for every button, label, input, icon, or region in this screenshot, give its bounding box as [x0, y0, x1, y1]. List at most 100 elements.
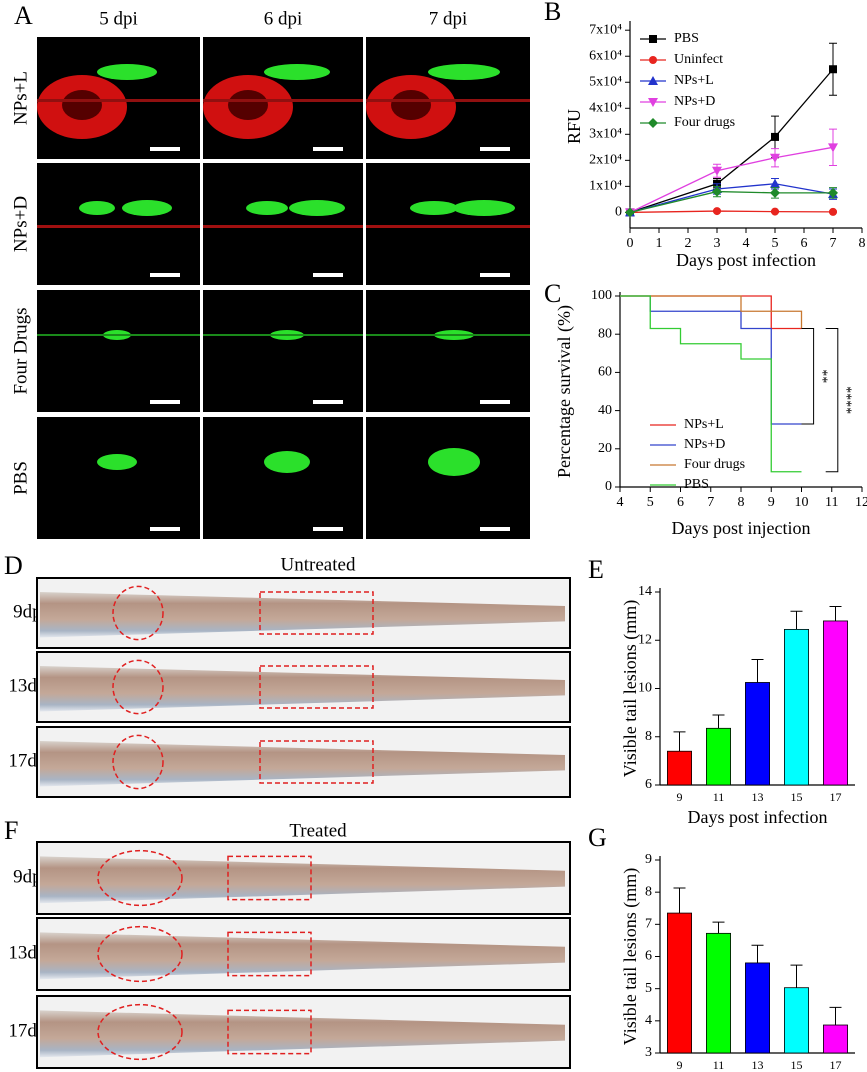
series-line	[620, 295, 802, 330]
micrograph	[203, 417, 363, 539]
y-tick-label: 6x10⁴	[589, 48, 622, 63]
row-label: PBS	[10, 461, 31, 495]
marker	[648, 76, 658, 85]
scale-bar	[150, 273, 180, 277]
y-tick-label: 60	[598, 365, 612, 380]
lesion-box	[227, 855, 312, 901]
lesion-circle	[112, 585, 164, 641]
bar	[667, 750, 692, 786]
red-line	[203, 99, 363, 102]
row-label: NPs+D	[10, 196, 31, 252]
marker	[829, 207, 837, 216]
red-core	[62, 90, 102, 120]
column-label: 7 dpi	[429, 8, 468, 29]
lesion-circle	[97, 925, 183, 983]
marker	[770, 187, 780, 198]
x-tick-label: 6	[801, 236, 808, 251]
scale-bar	[150, 147, 180, 151]
x-tick-label: 9	[677, 1058, 683, 1072]
lesion-circle	[112, 734, 164, 790]
error-bar	[673, 731, 686, 752]
significance-label: ****	[839, 386, 854, 414]
series-line	[629, 190, 833, 214]
panel-label: B	[544, 0, 561, 26]
x-tick-label: 5	[647, 495, 654, 510]
y-tick-label: 20	[598, 441, 612, 456]
y-tick-label: 5	[645, 981, 652, 996]
x-tick-label: 9	[677, 790, 683, 804]
significance-bracket	[801, 327, 815, 425]
marker	[828, 143, 838, 153]
series-line	[620, 295, 802, 473]
y-axis-label: Visible tail lesions (mm)	[620, 868, 641, 1045]
micrograph	[203, 290, 363, 412]
x-tick-label: 12	[855, 495, 867, 510]
x-tick-label: 9	[768, 495, 775, 510]
marker	[770, 153, 780, 163]
y-tick-label: 4x10⁴	[589, 101, 622, 116]
x-tick-label: 13	[752, 1058, 764, 1072]
legend-label: NPs+D	[674, 94, 715, 109]
x-tick-label: 4	[617, 495, 624, 510]
green-signal	[410, 201, 458, 215]
scale-bar	[313, 400, 343, 404]
row-label: NPs+L	[10, 71, 31, 125]
error-bar	[751, 659, 764, 683]
error-bar	[751, 944, 764, 963]
panel-label: G	[588, 823, 607, 852]
scale-bar	[480, 527, 510, 531]
y-axis-label: Visible tail lesions (mm)	[620, 600, 641, 777]
y-tick-label: 10	[638, 681, 652, 696]
bar	[823, 1024, 848, 1054]
green-signal	[79, 201, 115, 215]
tail	[40, 592, 565, 638]
series-line	[629, 210, 834, 214]
green-line	[203, 334, 363, 336]
y-axis-label: Percentage survival (%)	[554, 305, 575, 478]
series-line	[629, 183, 834, 214]
red-line	[37, 99, 200, 102]
significance-bracket	[825, 327, 839, 473]
bar	[823, 620, 848, 786]
red-line	[366, 225, 530, 228]
marker	[625, 207, 635, 218]
green-line	[366, 334, 530, 336]
bar	[784, 628, 809, 786]
lesion-circle	[97, 1003, 183, 1061]
marker	[829, 65, 837, 74]
bar	[745, 682, 770, 786]
x-tick-label: 7	[707, 495, 714, 510]
legend-label: NPs+L	[684, 417, 724, 432]
lesion-box	[259, 591, 374, 635]
error-bar	[790, 610, 803, 630]
y-tick-label: 9	[645, 852, 652, 867]
error-bar	[712, 921, 725, 934]
row-label: Four Drugs	[10, 307, 31, 394]
lesion-circle	[97, 849, 183, 907]
lesion-box	[227, 1009, 312, 1055]
x-tick-label: 5	[772, 236, 779, 251]
legend-label: NPs+D	[684, 437, 725, 452]
x-tick-label: 8	[859, 236, 866, 251]
marker	[712, 166, 722, 176]
legend-label: Four drugs	[674, 115, 735, 130]
x-tick-label: 8	[738, 495, 745, 510]
green-signal	[246, 201, 288, 215]
scale-bar	[480, 273, 510, 277]
y-tick-label: 2x10⁴	[589, 153, 622, 168]
red-line	[366, 99, 530, 102]
tail	[40, 856, 565, 904]
micrograph	[37, 163, 200, 285]
column-label: 5 dpi	[99, 8, 138, 29]
marker	[770, 178, 780, 188]
y-tick-label: 5x10⁴	[589, 74, 622, 89]
x-tick-label: 4	[743, 236, 750, 251]
bar	[706, 727, 731, 786]
y-tick-label: 3x10⁴	[589, 127, 622, 142]
scale-bar	[480, 147, 510, 151]
scale-bar	[480, 400, 510, 404]
bar	[706, 932, 731, 1054]
y-tick-label: 8	[645, 729, 652, 744]
green-signal	[97, 454, 137, 470]
